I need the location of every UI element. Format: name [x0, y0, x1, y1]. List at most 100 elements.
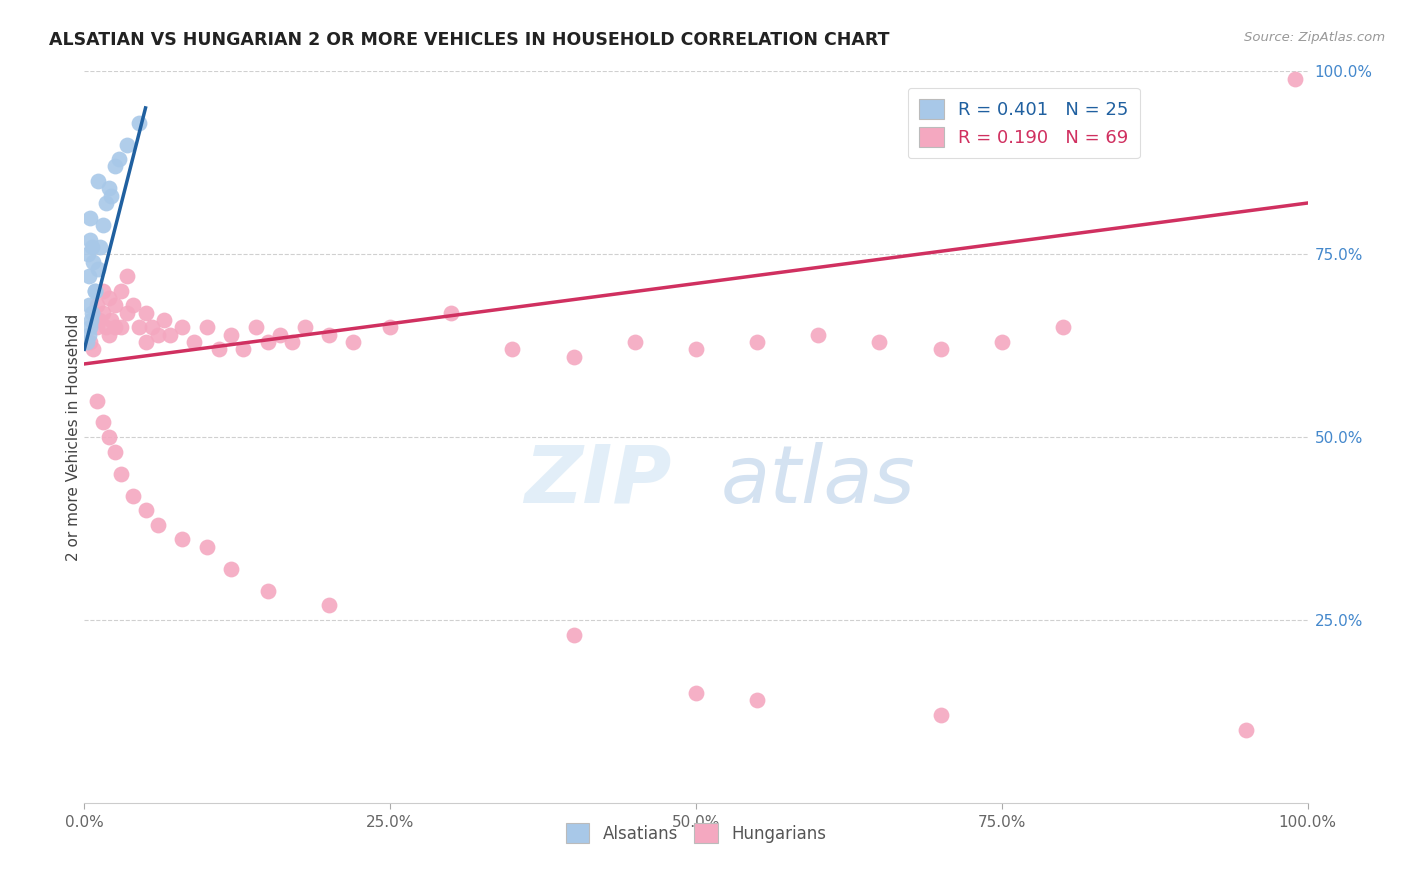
Point: [83, 284, 105, 298]
Point: [135, 306, 157, 320]
Point: [86, 298, 108, 312]
Point: [318, 327, 340, 342]
Point: [135, 334, 157, 349]
Point: [562, 350, 585, 364]
Point: [86, 393, 108, 408]
Point: [219, 327, 242, 342]
Point: [104, 444, 127, 458]
Point: [141, 320, 163, 334]
Point: [685, 686, 707, 700]
Point: [97, 327, 120, 342]
Point: [929, 708, 952, 723]
Point: [122, 298, 145, 312]
Point: [89, 240, 111, 254]
Point: [1284, 71, 1306, 86]
Point: [79, 233, 101, 247]
Point: [82, 343, 104, 357]
Point: [115, 137, 138, 152]
Point: [153, 313, 176, 327]
Point: [1236, 723, 1258, 737]
Point: [76, 334, 98, 349]
Point: [96, 196, 118, 211]
Point: [747, 334, 769, 349]
Point: [97, 291, 120, 305]
Point: [104, 298, 127, 312]
Point: [195, 540, 218, 554]
Point: [115, 269, 138, 284]
Point: [318, 599, 340, 613]
Point: [195, 320, 218, 334]
Point: [110, 467, 132, 481]
Point: [146, 327, 169, 342]
Point: [869, 334, 891, 349]
Point: [91, 218, 114, 232]
Point: [257, 583, 280, 598]
Point: [77, 269, 100, 284]
Point: [502, 343, 524, 357]
Text: Source: ZipAtlas.com: Source: ZipAtlas.com: [1244, 31, 1385, 45]
Point: [991, 334, 1014, 349]
Point: [84, 284, 107, 298]
Point: [79, 320, 101, 334]
Point: [110, 320, 132, 334]
Point: [172, 533, 194, 547]
Point: [110, 284, 132, 298]
Point: [685, 343, 707, 357]
Point: [128, 320, 150, 334]
Point: [96, 320, 118, 334]
Point: [232, 343, 254, 357]
Text: ZIP: ZIP: [524, 442, 672, 520]
Point: [82, 254, 104, 268]
Point: [807, 327, 830, 342]
Point: [82, 306, 104, 320]
Point: [79, 334, 101, 349]
Point: [342, 334, 364, 349]
Point: [100, 313, 122, 327]
Point: [135, 503, 157, 517]
Point: [107, 152, 129, 166]
Point: [146, 517, 169, 532]
Point: [91, 306, 114, 320]
Point: [245, 320, 267, 334]
Point: [440, 306, 463, 320]
Point: [562, 627, 585, 641]
Y-axis label: 2 or more Vehicles in Household: 2 or more Vehicles in Household: [66, 313, 80, 561]
Point: [208, 343, 231, 357]
Legend: Alsatians, Hungarians: Alsatians, Hungarians: [560, 817, 832, 849]
Point: [281, 334, 304, 349]
Point: [294, 320, 316, 334]
Point: [80, 313, 103, 327]
Point: [1052, 320, 1074, 334]
Point: [87, 174, 110, 188]
Point: [269, 327, 291, 342]
Point: [929, 343, 952, 357]
Point: [79, 211, 101, 225]
Point: [77, 298, 100, 312]
Point: [97, 430, 120, 444]
Point: [77, 327, 100, 342]
Point: [77, 247, 100, 261]
Point: [159, 327, 181, 342]
Point: [115, 306, 138, 320]
Point: [91, 416, 114, 430]
Point: [100, 188, 122, 202]
Point: [104, 160, 127, 174]
Point: [87, 261, 110, 276]
Point: [219, 562, 242, 576]
Point: [747, 693, 769, 707]
Text: ALSATIAN VS HUNGARIAN 2 OR MORE VEHICLES IN HOUSEHOLD CORRELATION CHART: ALSATIAN VS HUNGARIAN 2 OR MORE VEHICLES…: [49, 31, 890, 49]
Point: [380, 320, 402, 334]
Point: [80, 240, 103, 254]
Point: [87, 313, 110, 327]
Point: [128, 115, 150, 129]
Point: [257, 334, 280, 349]
Point: [91, 284, 114, 298]
Point: [183, 334, 205, 349]
Point: [624, 334, 647, 349]
Point: [122, 489, 145, 503]
Point: [104, 320, 127, 334]
Point: [86, 320, 108, 334]
Point: [172, 320, 194, 334]
Text: atlas: atlas: [720, 442, 915, 520]
Point: [97, 181, 120, 195]
